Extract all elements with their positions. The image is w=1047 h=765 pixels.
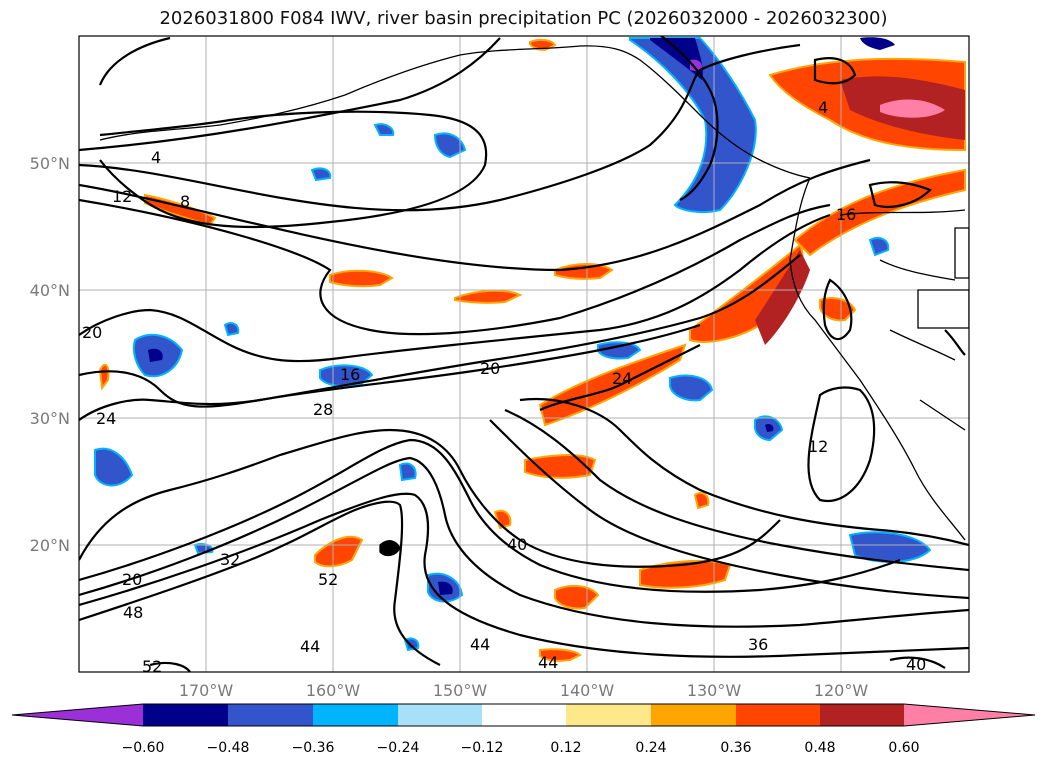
- colorbar-tick-label: −0.24: [377, 740, 420, 756]
- x-tick-label: 120°W: [814, 681, 869, 700]
- contour-label: 32: [220, 550, 240, 569]
- colorbar-segment: [566, 704, 651, 726]
- contour-label: 52: [318, 570, 338, 589]
- contour-label: 44: [470, 635, 490, 654]
- colorbar-tick-label: 0.12: [550, 740, 581, 756]
- contour-label: 52: [142, 657, 162, 676]
- contour-label: 24: [612, 369, 632, 388]
- x-tick-label: 160°W: [306, 681, 361, 700]
- contour-label: 12: [808, 437, 828, 456]
- contour-label: 4: [151, 148, 161, 167]
- colorbar-segment: [482, 704, 566, 726]
- plot-border: [78, 35, 970, 673]
- contour-label: 40: [507, 535, 527, 554]
- colorbar-segment: [736, 704, 820, 726]
- colorbar-segment: [143, 704, 228, 726]
- contour-label: 36: [748, 635, 768, 654]
- contour-label: 4: [818, 98, 828, 117]
- colorbar-segment: [651, 704, 736, 726]
- x-tick-label: 130°W: [687, 681, 742, 700]
- contour-label: 12: [112, 187, 132, 206]
- contour-label: 48: [123, 603, 143, 622]
- coastlines: [99, 45, 969, 557]
- colorbar-tick-label: −0.12: [461, 740, 504, 756]
- contour-label: 20: [122, 570, 142, 589]
- x-tick-label: 150°W: [433, 681, 488, 700]
- y-tick-label: 50°N: [30, 154, 70, 173]
- gridlines: [79, 36, 969, 672]
- contour-label: 20: [480, 359, 500, 378]
- colorbar-outline: [11, 703, 1036, 727]
- x-tick-label: 140°W: [560, 681, 615, 700]
- contour-label: 20: [82, 323, 102, 342]
- colorbar-ticks: −0.60 −0.48 −0.36 −0.24 −0.12 0.12 0.24 …: [122, 740, 920, 756]
- contour-label: 28: [313, 400, 333, 419]
- colorbar-extend-low: [12, 704, 143, 726]
- colorbar-tick-label: −0.60: [122, 740, 165, 756]
- x-tick-label: 170°W: [179, 681, 234, 700]
- colorbar-segment: [228, 704, 313, 726]
- colorbar-tick-label: 0.36: [720, 740, 751, 756]
- contour-label: 16: [836, 205, 856, 224]
- colorbar-segment: [820, 704, 904, 726]
- contour-labels: 4 12 8 20 24 16 28 20 24 12 32 52 20 48 …: [82, 98, 926, 676]
- colorbar-tick-label: 0.48: [804, 740, 835, 756]
- contour-label: 24: [96, 409, 116, 428]
- y-tick-label: 40°N: [30, 281, 70, 300]
- colorbar-segment: [398, 704, 482, 726]
- contour-label: 8: [180, 192, 190, 211]
- x-axis-labels: 170°W 160°W 150°W 140°W 130°W 120°W: [179, 681, 869, 700]
- y-tick-label: 30°N: [30, 409, 70, 428]
- colorbar-tick-label: 0.60: [888, 740, 919, 756]
- contour-label: 44: [300, 637, 320, 656]
- y-axis-labels: 50°N 40°N 30°N 20°N: [30, 154, 70, 555]
- colorbar-tick-label: 0.24: [635, 740, 666, 756]
- contour-label: 16: [340, 365, 360, 384]
- colorbar-extend-high: [904, 704, 1035, 726]
- colorbar-tick-label: −0.48: [207, 740, 250, 756]
- contour-label: 40: [906, 655, 926, 674]
- colorbar-tick-label: −0.36: [292, 740, 335, 756]
- contour-label: 44: [538, 653, 558, 672]
- y-tick-label: 20°N: [30, 536, 70, 555]
- colorbar: [11, 703, 1036, 727]
- iwv-contours: [79, 36, 969, 672]
- colorbar-segment: [313, 704, 398, 726]
- map-title: 2026031800 F084 IWV, river basin precipi…: [159, 8, 888, 29]
